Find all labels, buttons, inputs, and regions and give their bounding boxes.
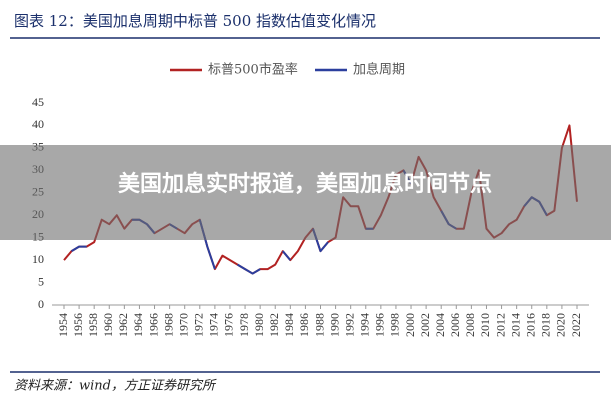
banner-text: 美国加息实时报道，美国加息时间节点 xyxy=(118,171,492,197)
x-tick-label: 2018 xyxy=(539,313,553,337)
x-tick-label: 2020 xyxy=(554,313,568,337)
y-tick-label: 40 xyxy=(32,117,44,131)
x-tick-label: 1974 xyxy=(207,313,221,337)
x-tick-label: 1966 xyxy=(146,313,160,337)
y-tick-label: 10 xyxy=(32,252,44,266)
x-tick-label: 1990 xyxy=(327,313,341,337)
x-tick-label: 1988 xyxy=(312,313,326,337)
x-tick-label: 1992 xyxy=(342,313,356,337)
x-tick-label: 1958 xyxy=(86,313,100,337)
x-tick-label: 1956 xyxy=(71,313,85,337)
source: 资料来源：wind，方正证券研究所 xyxy=(14,378,217,394)
x-tick-label: 2006 xyxy=(448,313,462,337)
x-tick-label: 2010 xyxy=(478,313,492,337)
x-tick-label: 1984 xyxy=(282,313,296,337)
x-tick-label: 1986 xyxy=(297,313,311,337)
x-tick-label: 1964 xyxy=(131,313,145,337)
x-tick-label: 2000 xyxy=(403,313,417,337)
x-tick-label: 1982 xyxy=(267,313,281,337)
x-tick-label: 1978 xyxy=(237,313,251,337)
x-tick-label: 2022 xyxy=(569,313,583,337)
x-tick-label: 1962 xyxy=(116,313,130,337)
x-tick-label: 2008 xyxy=(463,313,477,337)
chart-title: 图表 12：美国加息周期中标普 500 指数估值变化情况 xyxy=(14,12,376,30)
y-tick-label: 45 xyxy=(32,95,44,109)
x-tick-label: 1968 xyxy=(161,313,175,337)
x-tick-label: 1970 xyxy=(176,313,190,337)
x-tick-label: 1960 xyxy=(101,313,115,337)
x-tick-label: 1976 xyxy=(222,313,236,337)
x-tick-label: 1972 xyxy=(192,313,206,337)
x-tick-label: 2012 xyxy=(493,313,507,337)
legend-label: 加息周期 xyxy=(353,62,405,78)
x-tick-label: 2004 xyxy=(433,313,447,337)
x-tick-label: 2016 xyxy=(523,313,537,337)
banner-bg xyxy=(0,145,611,240)
x-tick-label: 1998 xyxy=(388,313,402,337)
x-tick-label: 1954 xyxy=(56,313,70,337)
x-tick-label: 1980 xyxy=(252,313,266,337)
y-tick-label: 5 xyxy=(38,274,44,288)
x-tick-label: 1996 xyxy=(373,313,387,337)
legend-label: 标普500市盈率 xyxy=(208,62,298,78)
x-tick-label: 2002 xyxy=(418,313,432,337)
y-tick-label: 0 xyxy=(38,297,44,311)
x-tick-label: 2014 xyxy=(508,313,522,337)
x-tick-label: 1994 xyxy=(358,313,372,337)
